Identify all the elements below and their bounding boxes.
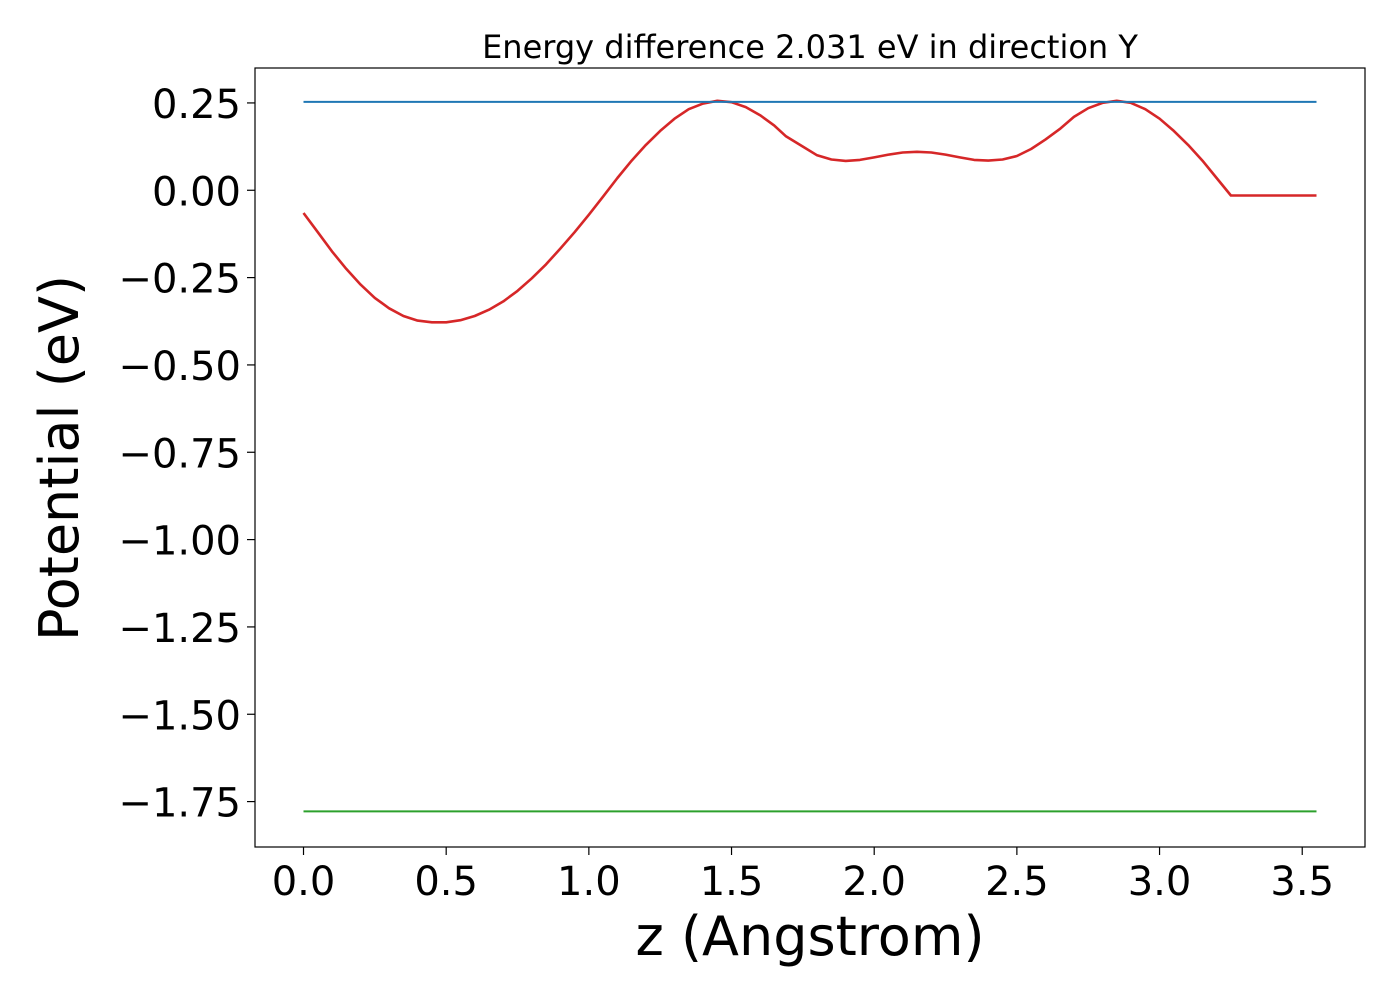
- series-layer: [302, 99, 1317, 813]
- x-tick-label: 2.0: [842, 859, 906, 905]
- x-tick-label: 1.5: [700, 859, 764, 905]
- y-tick-label: 0.00: [152, 169, 241, 215]
- y-axis-label: Potential (eV): [28, 275, 91, 641]
- x-axis-ticks: 0.0 0.5 1.0 1.5 2.0 2.5 3.0 3.5: [272, 847, 1334, 905]
- x-tick-label: 0.0: [272, 859, 336, 905]
- x-tick-label: 2.5: [985, 859, 1049, 905]
- x-tick-label: 1.0: [557, 859, 621, 905]
- x-axis-label: z (Angstrom): [635, 905, 984, 968]
- y-tick-label: −0.75: [118, 431, 241, 477]
- y-tick-label: 0.25: [152, 82, 241, 128]
- y-tick-label: −1.75: [118, 781, 241, 827]
- x-tick-label: 0.5: [414, 859, 478, 905]
- y-tick-label: −1.25: [118, 606, 241, 652]
- y-axis-ticks: 0.25 0.00 −0.25 −0.50 −0.75 −1.00 −1.25 −1.50 −1…: [118, 82, 255, 827]
- y-tick-label: −0.50: [118, 344, 241, 390]
- y-tick-label: −1.50: [118, 693, 241, 739]
- y-tick-label: −1.00: [118, 519, 241, 565]
- x-tick-label: 3.0: [1128, 859, 1192, 905]
- series-line-0: [302, 99, 1317, 324]
- plot-frame: [254, 67, 1366, 848]
- x-tick-label: 3.5: [1270, 859, 1334, 905]
- y-tick-label: −0.25: [118, 257, 241, 303]
- chart-title: Energy difference 2.031 eV in direction …: [482, 28, 1138, 66]
